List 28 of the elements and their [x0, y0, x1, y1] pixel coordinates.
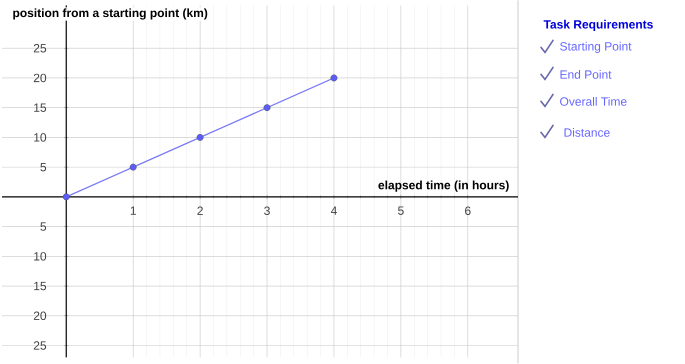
y-tick-label: 15 [34, 104, 46, 112]
y-tick-label: 20 [34, 312, 46, 320]
y-tick-label: 15 [34, 282, 46, 290]
x-tick-label: 4 [330, 206, 337, 215]
y-tick-label: 5 [40, 163, 46, 172]
x-tick-label: 2 [197, 206, 203, 215]
text: End Point [560, 70, 612, 79]
y-tick-label: 10 [34, 252, 46, 261]
point [130, 164, 137, 171]
y-tick-label: 10 [34, 133, 46, 142]
y-tick-label: 25 [34, 341, 46, 350]
x-tick-label: 5 [398, 206, 404, 215]
text: Distance [564, 128, 610, 137]
text: Task Requirements [544, 20, 653, 32]
point [264, 104, 270, 112]
x-tick-label: 6 [465, 206, 471, 216]
text: Overall Time [560, 97, 627, 106]
x-tick-label: 1 [130, 206, 136, 215]
y-tick-label: 25 [34, 44, 46, 53]
point [196, 134, 204, 141]
y-tick-label: 20 [34, 74, 46, 82]
y-tick-label: 5 [40, 222, 46, 231]
x-tick-label: 3 [264, 206, 270, 216]
point [330, 74, 338, 82]
y-axis-title: position from a starting point (km) [13, 8, 208, 20]
x-axis-title: elapsed time (in hours) [378, 180, 509, 192]
text: Starting Point [560, 42, 632, 54]
point [62, 194, 70, 200]
